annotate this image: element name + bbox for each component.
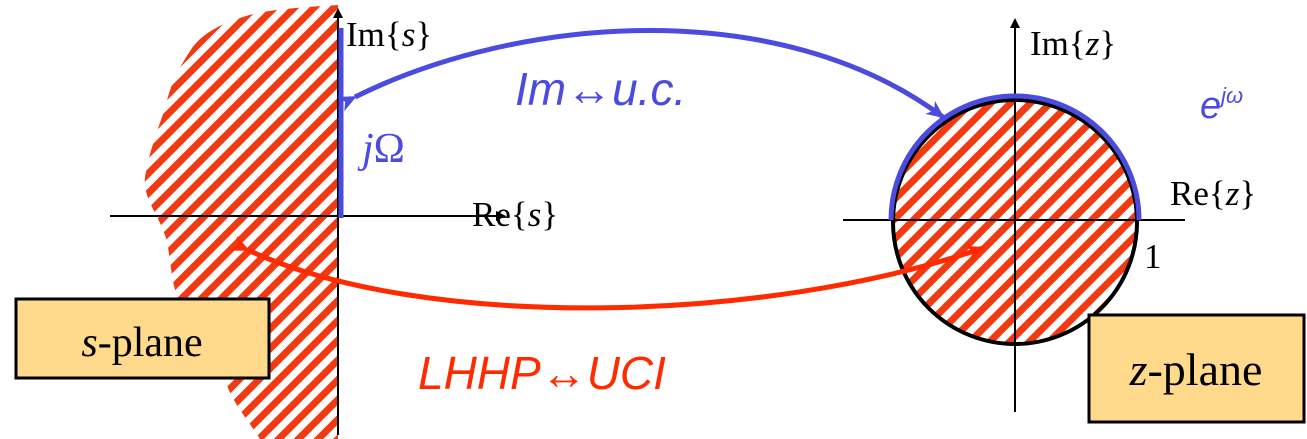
- e-j-omega-label: ejω: [1200, 83, 1243, 127]
- unit-circle: [891, 98, 1139, 346]
- z-plane-label: z-plane: [1129, 344, 1263, 395]
- s-plane-label-box: s-plane: [14, 297, 271, 380]
- unit-point-label: 1: [1144, 237, 1162, 276]
- blue-mapping-label: Im↔u.c.: [515, 63, 686, 115]
- z-plane-label-box: z-plane: [1087, 313, 1306, 424]
- imag-axis-to-unit-circle-arrow: [337, 28, 945, 120]
- z-imag-axis-label: Im{z}: [1030, 24, 1116, 63]
- z-real-axis-label: Re{z}: [1170, 174, 1256, 213]
- s-plane-label: s-plane: [81, 320, 202, 366]
- lhp-to-unit-circle-interior-arrow: [230, 236, 985, 311]
- s-real-axis-label: Re{s}: [472, 195, 558, 234]
- unit-circle-upper-highlight: [888, 93, 1142, 221]
- mappings: Im↔u.c. LHHP↔UCI: [230, 28, 985, 399]
- z-plane: Im{z} ejω Re{z} 1 z-plane: [843, 18, 1306, 424]
- red-mapping-label: LHHP↔UCI: [418, 347, 666, 399]
- s-plane: Im{s} jΩ Re{s} s-plane: [14, 5, 558, 439]
- s-imag-axis-label: Im{s}: [346, 15, 432, 54]
- j-omega-label: jΩ: [357, 126, 405, 172]
- s-plane-lhp-region: [144, 5, 338, 439]
